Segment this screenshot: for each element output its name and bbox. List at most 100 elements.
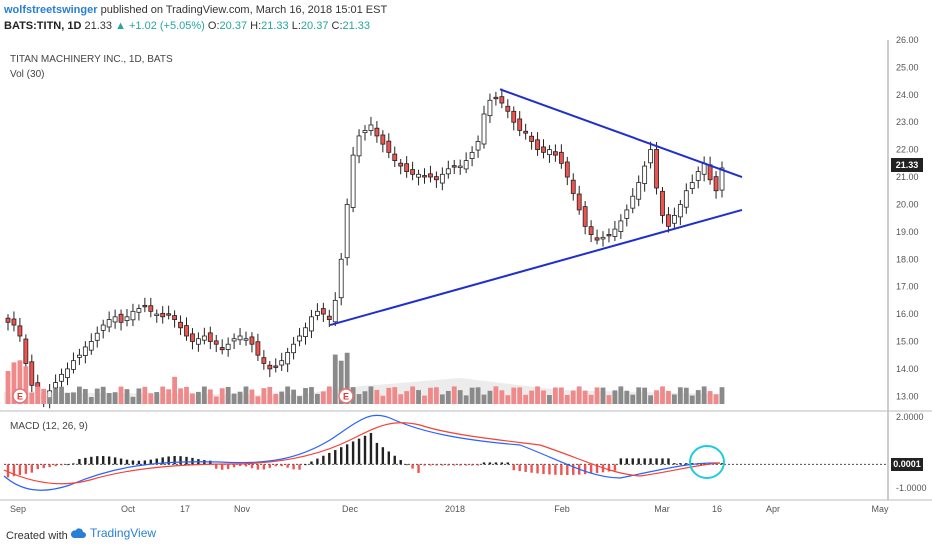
candle-body bbox=[23, 338, 29, 364]
high-label: H: bbox=[250, 20, 262, 32]
macd-histogram-bar bbox=[613, 464, 617, 471]
candle-body bbox=[677, 204, 683, 218]
macd-histogram-bar bbox=[107, 456, 111, 465]
macd-histogram-bar bbox=[387, 451, 390, 465]
candle-body bbox=[273, 365, 279, 368]
volume-bar bbox=[112, 392, 118, 404]
macd-histogram-bar bbox=[661, 458, 664, 465]
volume-bar bbox=[410, 386, 415, 404]
volume-bar bbox=[273, 393, 279, 404]
volume-bar bbox=[719, 387, 725, 404]
candle-body bbox=[612, 228, 618, 237]
macd-histogram-bar bbox=[316, 458, 319, 465]
volume-bar bbox=[106, 393, 112, 404]
price-tick-label: 13.00 bbox=[896, 391, 919, 401]
candle-body bbox=[636, 182, 642, 200]
volume-bar bbox=[47, 397, 53, 404]
candle-body bbox=[582, 206, 588, 227]
candle-body bbox=[374, 127, 380, 137]
volume-bar bbox=[517, 387, 523, 404]
macd-histogram-bar bbox=[417, 464, 420, 473]
publish-text: published on TradingView.com, March 16, … bbox=[100, 4, 388, 16]
volume-bar bbox=[356, 394, 362, 404]
volume-bar bbox=[499, 390, 505, 404]
volume-bar bbox=[297, 396, 302, 404]
volume-bar bbox=[642, 387, 648, 404]
volume-bar bbox=[672, 394, 677, 404]
tradingview-brand: TradingView bbox=[90, 526, 157, 540]
candle-body bbox=[547, 149, 552, 156]
volume-bar bbox=[689, 395, 695, 404]
macd-histogram-bar bbox=[399, 460, 402, 465]
volume-bar bbox=[505, 395, 511, 404]
candle-body bbox=[303, 327, 308, 337]
macd-histogram-bar bbox=[351, 441, 355, 465]
volume-bar bbox=[160, 386, 166, 404]
volume-bar bbox=[362, 391, 368, 404]
tradingview-logo[interactable]: TradingView bbox=[70, 526, 156, 540]
candle-body bbox=[309, 316, 314, 332]
macd-histogram-bar bbox=[673, 463, 676, 465]
candle-body bbox=[142, 304, 148, 308]
candle-body bbox=[166, 313, 172, 316]
candle-body bbox=[600, 236, 606, 240]
volume-bar bbox=[511, 387, 517, 404]
candle-body bbox=[529, 135, 534, 142]
candle-body bbox=[416, 173, 421, 178]
candle-body bbox=[136, 308, 142, 313]
candle-body bbox=[672, 215, 677, 224]
open-label: O: bbox=[207, 20, 220, 32]
macd-histogram-bar bbox=[78, 459, 81, 465]
candle-body bbox=[368, 124, 374, 131]
macd-histogram-bar bbox=[619, 458, 623, 465]
volume-bar bbox=[201, 386, 207, 404]
volume-bar bbox=[249, 389, 255, 404]
macd-histogram-bar bbox=[256, 464, 260, 470]
candle-body bbox=[689, 182, 695, 189]
candle-body bbox=[178, 321, 183, 329]
macd-histogram-bar bbox=[221, 464, 224, 470]
macd-histogram-bar bbox=[244, 464, 248, 467]
volume-bar bbox=[523, 394, 529, 404]
candle-body bbox=[94, 332, 100, 341]
volume-bar bbox=[564, 394, 570, 404]
candle-body bbox=[267, 364, 273, 370]
price-chart[interactable]: 26.00 25.00 24.00 23.00 22.00 21.00 20.00 19.00… bbox=[0, 0, 932, 522]
volume-bar bbox=[237, 391, 243, 404]
time-tick-label: Oct bbox=[121, 504, 136, 514]
macd-histogram-bar bbox=[506, 462, 509, 465]
candle-body bbox=[219, 347, 225, 351]
volume-bar bbox=[332, 354, 338, 404]
time-tick-label: Mar bbox=[654, 504, 670, 514]
candle-body bbox=[445, 168, 451, 175]
candle-body bbox=[160, 312, 166, 318]
author-link[interactable]: wolfstreetswinger bbox=[4, 4, 98, 16]
candle-body bbox=[433, 176, 439, 181]
last-price-tag: 21.33 bbox=[891, 158, 923, 172]
volume-bar bbox=[666, 390, 671, 404]
candle-body bbox=[59, 373, 64, 382]
volume-bar bbox=[636, 387, 642, 404]
candle-body bbox=[463, 160, 469, 170]
volume-bar bbox=[707, 391, 713, 404]
candle-body bbox=[231, 338, 237, 342]
candle-body bbox=[624, 209, 630, 219]
candle-body bbox=[297, 335, 302, 342]
open-value: 20.37 bbox=[219, 20, 248, 32]
volume-bar bbox=[457, 390, 463, 404]
volume-bar bbox=[142, 386, 148, 404]
macd-histogram-bar bbox=[310, 461, 313, 465]
volume-bar bbox=[309, 387, 314, 404]
candle-body bbox=[505, 105, 511, 112]
volume-bar bbox=[225, 386, 231, 404]
volume-bar bbox=[243, 386, 249, 404]
macd-histogram-bar bbox=[286, 464, 289, 468]
upper-trendline bbox=[499, 88, 743, 178]
macd-histogram-bar bbox=[238, 464, 242, 467]
volume-bar bbox=[320, 391, 326, 404]
macd-histogram-bar bbox=[334, 450, 337, 465]
volume-legend: Vol (30) bbox=[10, 69, 45, 80]
volume-bar bbox=[291, 389, 296, 404]
change-value: ▲ +1.02 (+5.05%) bbox=[115, 20, 205, 32]
volume-bar bbox=[648, 395, 653, 404]
